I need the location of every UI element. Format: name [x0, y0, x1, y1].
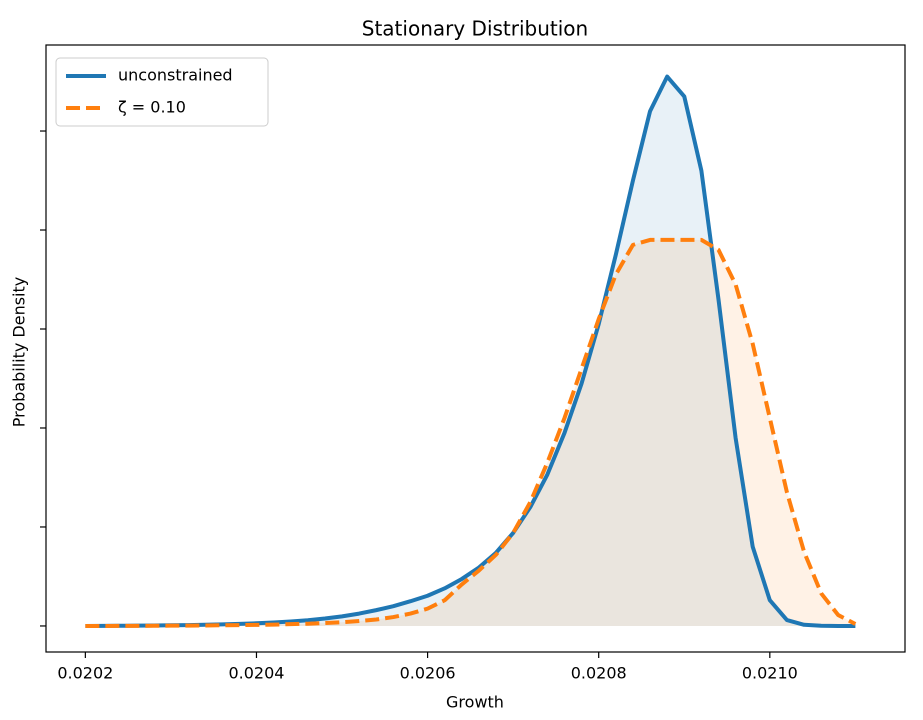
legend-box	[55, 57, 269, 127]
x-tick-label: 0.0202	[57, 664, 113, 683]
area-fill	[85, 239, 856, 626]
x-tick-label: 0.0208	[571, 664, 627, 683]
x-axis-label: Growth	[446, 693, 504, 712]
area-fill	[85, 76, 856, 626]
y-axis-label: Probability Density	[10, 277, 29, 428]
legend-label: unconstrained	[118, 66, 233, 85]
x-tick-label: 0.0210	[742, 664, 798, 683]
x-tick-label: 0.0206	[400, 664, 456, 683]
x-tick-label: 0.0204	[228, 664, 284, 683]
legend-label: ζ = 0.10	[118, 98, 186, 117]
plot-frame	[45, 44, 906, 653]
chart-title: Stationary Distribution	[362, 17, 588, 41]
series-line	[85, 237, 857, 628]
